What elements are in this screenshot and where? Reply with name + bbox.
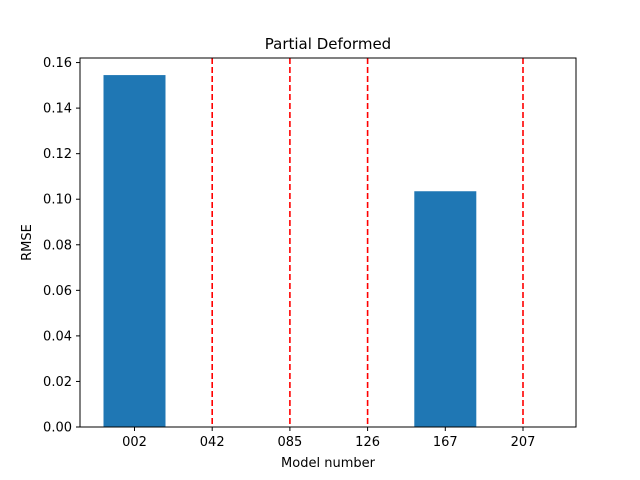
y-tick-label: 0.08	[43, 238, 72, 253]
y-tick-label: 0.00	[43, 421, 72, 436]
y-tick-label: 0.14	[43, 102, 72, 117]
chart-title: Partial Deformed	[265, 35, 391, 53]
y-tick-label: 0.12	[43, 147, 72, 162]
y-tick-label: 0.10	[43, 193, 72, 208]
y-axis-title: RMSE	[20, 224, 35, 261]
y-axis-ticks: 0.00 0.02 0.04 0.06 0.08 0.10 0.12 0.14 0.16	[43, 56, 80, 436]
x-tick-label: 126	[355, 435, 380, 450]
bars-layer	[103, 75, 477, 427]
y-tick-label: 0.02	[43, 375, 72, 390]
x-tick-label: 042	[200, 435, 225, 450]
reference-lines-layer	[211, 58, 524, 427]
x-axis-ticks: 002 042 085 126 167 207	[122, 427, 535, 450]
plot-frame	[79, 57, 577, 428]
x-tick-label: 002	[122, 435, 147, 450]
x-tick-label: 207	[511, 435, 536, 450]
y-tick-label: 0.16	[43, 56, 72, 71]
x-tick-label: 085	[277, 435, 302, 450]
y-tick-label: 0.04	[43, 329, 72, 344]
bar-002	[103, 75, 166, 427]
x-tick-label: 167	[433, 435, 458, 450]
y-tick-label: 0.06	[43, 284, 72, 299]
bar-167	[414, 191, 477, 427]
x-axis-title: Model number	[281, 456, 376, 471]
